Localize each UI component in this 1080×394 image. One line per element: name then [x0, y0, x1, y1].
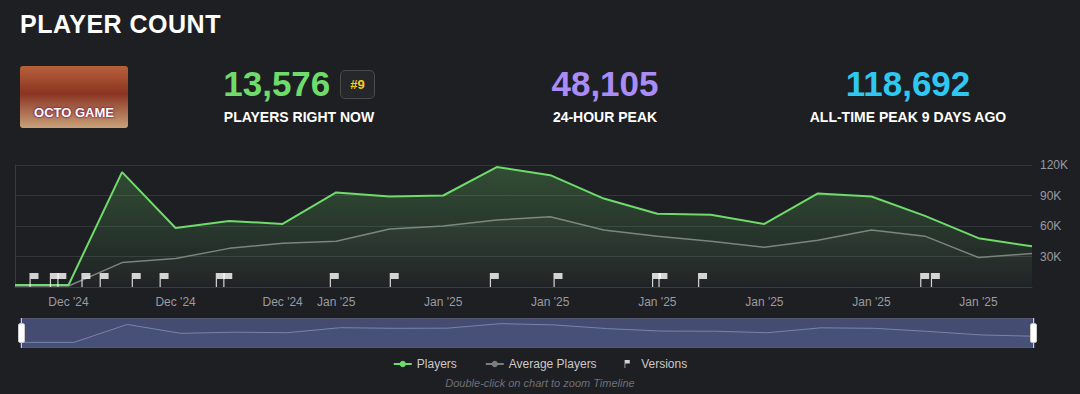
html-text:48,105: 48,105: [551, 64, 659, 103]
svg-text:Versions: Versions: [641, 357, 687, 371]
svg-text:Dec '24: Dec '24: [48, 295, 89, 309]
html-text:118,692: 118,692: [845, 64, 971, 103]
svg-text:120K: 120K: [1040, 158, 1068, 172]
svg-text:Average Players: Average Players: [509, 357, 597, 371]
svg-text:Jan '25: Jan '25: [317, 295, 356, 309]
svg-text:Dec '24: Dec '24: [262, 295, 303, 309]
svg-text:Jan '25: Jan '25: [531, 295, 570, 309]
svg-text:Jan '25: Jan '25: [852, 295, 891, 309]
svg-text:Players: Players: [417, 357, 457, 371]
svg-text:60K: 60K: [1040, 219, 1061, 233]
html-text:OCTO GAME: OCTO GAME: [34, 105, 114, 120]
html-text:13,576: 13,576: [223, 64, 331, 103]
html-text:24-HOUR PEAK: 24-HOUR PEAK: [552, 109, 658, 125]
html-text:ALL-TIME PEAK 9 DAYS AGO: ALL-TIME PEAK 9 DAYS AGO: [809, 109, 1007, 125]
html-text:PLAYERS RIGHT NOW: PLAYERS RIGHT NOW: [223, 109, 375, 125]
html-text:#9: #9: [350, 76, 365, 92]
html-text:Double-click on chart to zoom: Double-click on chart to zoom Timeline: [445, 377, 635, 389]
svg-text:Jan '25: Jan '25: [638, 295, 677, 309]
svg-text:Jan '25: Jan '25: [745, 295, 784, 309]
html-text:PLAYER COUNT: PLAYER COUNT: [20, 10, 221, 38]
svg-text:30K: 30K: [1040, 250, 1061, 264]
svg-text:Jan '25: Jan '25: [424, 295, 463, 309]
svg-text:Jan '25: Jan '25: [959, 295, 998, 309]
svg-text:90K: 90K: [1040, 189, 1061, 203]
svg-text:Dec '24: Dec '24: [155, 295, 196, 309]
